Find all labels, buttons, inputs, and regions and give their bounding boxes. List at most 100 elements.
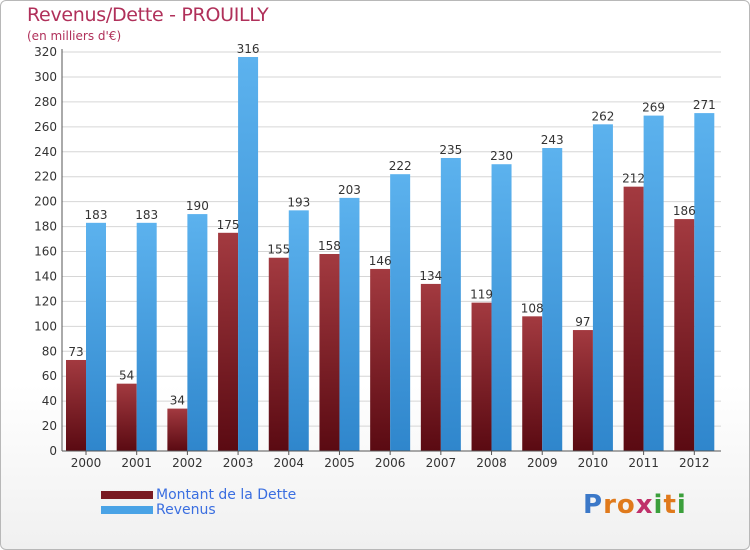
y-tick-label: 280: [34, 95, 57, 109]
logo-letter: i: [653, 490, 664, 520]
chart-legend: Montant de la Dette Revenus: [101, 486, 297, 518]
y-tick-label: 160: [34, 245, 57, 259]
data-label-debt: 175: [217, 218, 240, 232]
x-tick-label: 2001: [121, 456, 152, 470]
data-label-revenue: 190: [186, 199, 209, 213]
proxiti-logo: Proxiti: [583, 490, 687, 520]
x-tick-label: 2007: [426, 456, 457, 470]
data-label-revenue: 235: [439, 143, 462, 157]
y-tick-label: 240: [34, 145, 57, 159]
data-label-debt: 146: [369, 254, 392, 268]
bar-revenue: [136, 222, 157, 451]
legend-label-debt: Montant de la Dette: [156, 486, 297, 503]
y-tick-label: 220: [34, 170, 57, 184]
x-tick-label: 2005: [324, 456, 355, 470]
data-label-revenue: 271: [693, 98, 716, 112]
x-tick-label: 2009: [527, 456, 558, 470]
y-tick-label: 120: [34, 294, 57, 308]
bar-debt: [572, 330, 593, 451]
logo-letter: P: [583, 490, 604, 520]
data-label-revenue: 262: [591, 109, 614, 123]
bar-debt: [471, 302, 492, 451]
y-tick-label: 320: [34, 45, 57, 59]
bar-debt: [116, 383, 137, 451]
legend-swatch-revenue: [101, 505, 153, 514]
logo-letter: t: [663, 490, 677, 520]
legend-label-revenue: Revenus: [156, 501, 216, 518]
bar-debt: [674, 219, 695, 451]
data-label-debt: 158: [318, 239, 341, 253]
x-tick-label: 2006: [375, 456, 406, 470]
data-label-revenue: 243: [541, 133, 564, 147]
bar-debt: [370, 268, 391, 451]
logo-letter: i: [676, 490, 687, 520]
bar-revenue: [694, 113, 715, 452]
data-label-debt: 155: [267, 243, 290, 257]
bar-debt: [522, 316, 543, 451]
data-label-revenue: 230: [490, 149, 513, 163]
x-tick-label: 2000: [71, 456, 102, 470]
bar-revenue: [86, 222, 106, 451]
bar-debt: [420, 283, 441, 451]
x-tick-label: 2012: [679, 456, 710, 470]
data-label-debt: 186: [673, 204, 696, 218]
x-tick-label: 2003: [223, 456, 254, 470]
bar-revenue: [238, 56, 259, 452]
logo-letter: o: [616, 490, 636, 520]
data-label-revenue: 269: [642, 101, 665, 115]
bar-revenue: [542, 148, 563, 451]
y-tick-label: 180: [34, 220, 57, 234]
data-label-revenue: 193: [287, 195, 310, 209]
data-label-revenue: 222: [389, 159, 412, 173]
data-label-revenue: 316: [237, 42, 260, 56]
logo-letter: r: [603, 490, 617, 520]
bar-debt: [66, 359, 86, 451]
legend-item-debt: Montant de la Dette: [101, 486, 297, 503]
chart-title: Revenus/Dette - PROUILLY: [27, 4, 269, 26]
legend-swatch-debt: [101, 490, 153, 499]
x-tick-label: 2011: [628, 456, 659, 470]
y-tick-label: 20: [42, 419, 57, 433]
bar-debt: [623, 186, 644, 451]
bar-debt: [218, 232, 239, 451]
y-tick-label: 100: [34, 319, 57, 333]
x-tick-label: 2002: [172, 456, 203, 470]
bar-revenue: [592, 124, 613, 451]
data-label-revenue: 203: [338, 183, 361, 197]
bar-revenue: [643, 115, 664, 451]
bar-revenue: [440, 157, 461, 451]
bar-revenue: [288, 210, 309, 451]
data-label-debt: 119: [470, 288, 493, 302]
bar-debt: [319, 253, 340, 451]
y-tick-label: 40: [42, 394, 57, 408]
logo-letter: x: [635, 490, 654, 520]
y-tick-label: 200: [34, 195, 57, 209]
y-tick-label: 140: [34, 269, 57, 283]
data-label-debt: 34: [170, 394, 185, 408]
data-label-debt: 212: [622, 172, 645, 186]
y-tick-label: 80: [42, 344, 57, 358]
data-label-debt: 134: [419, 269, 442, 283]
data-label-debt: 97: [575, 315, 590, 329]
data-label-debt: 108: [521, 301, 544, 315]
bar-revenue: [187, 214, 208, 451]
bar-revenue: [390, 174, 411, 451]
bar-debt: [268, 257, 289, 451]
x-tick-label: 2004: [273, 456, 304, 470]
y-tick-label: 300: [34, 70, 57, 84]
bar-revenue: [339, 197, 360, 451]
y-tick-label: 260: [34, 120, 57, 134]
chart-subtitle: (en milliers d'€): [27, 29, 122, 43]
bar-revenue: [491, 164, 512, 451]
y-tick-label: 0: [49, 444, 57, 458]
data-label-debt: 54: [119, 369, 134, 383]
y-tick-label: 60: [42, 369, 57, 383]
data-label-revenue: 183: [135, 208, 158, 222]
bar-debt: [167, 408, 188, 451]
legend-item-revenue: Revenus: [101, 501, 296, 518]
data-label-debt: 73: [68, 345, 83, 359]
x-tick-label: 2010: [578, 456, 609, 470]
x-tick-label: 2008: [476, 456, 507, 470]
